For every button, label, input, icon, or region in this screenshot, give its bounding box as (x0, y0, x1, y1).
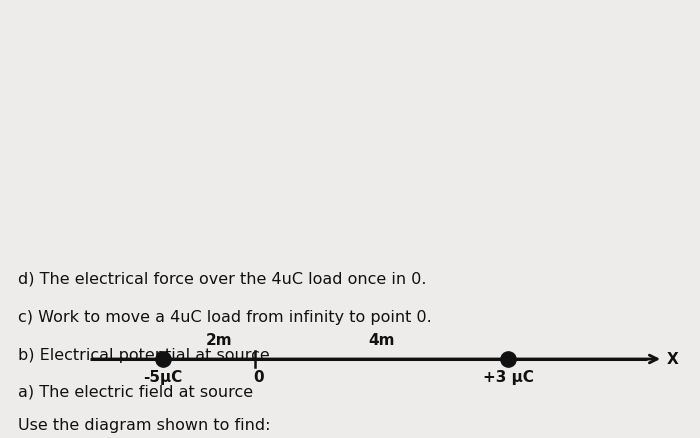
Text: a) The electric field at source: a) The electric field at source (18, 384, 253, 399)
Text: b) Electrical potential at source: b) Electrical potential at source (18, 347, 270, 362)
Text: 4m: 4m (368, 332, 395, 347)
Text: d) The electrical force over the 4uC load once in 0.: d) The electrical force over the 4uC loa… (18, 272, 426, 286)
Text: X: X (667, 352, 679, 367)
Text: Use the diagram shown to find:: Use the diagram shown to find: (18, 417, 270, 432)
Text: -5μC: -5μC (144, 369, 183, 384)
Text: 0: 0 (253, 369, 265, 384)
Text: c) Work to move a 4uC load from infinity to point 0.: c) Work to move a 4uC load from infinity… (18, 309, 432, 324)
Text: +3 μC: +3 μC (482, 369, 533, 384)
Text: 2m: 2m (206, 332, 232, 347)
